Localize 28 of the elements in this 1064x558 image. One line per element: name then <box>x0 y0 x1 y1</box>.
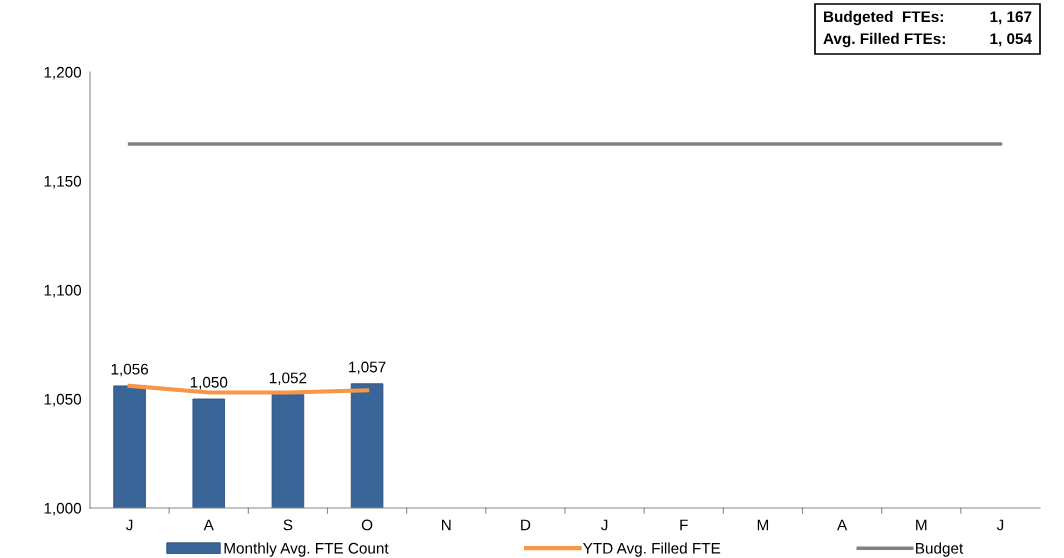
data-label: 1,056 <box>111 363 149 377</box>
y-tick-label: 1,150 <box>44 175 82 189</box>
text: 1, 167 <box>990 11 1032 25</box>
y-tick-label: 1,200 <box>44 66 82 80</box>
text: 1, 054 <box>990 33 1032 47</box>
text: Budgeted FTEs: <box>824 10 943 26</box>
x-tick-label: M <box>916 519 927 531</box>
x-tick-label: J <box>601 519 608 531</box>
x-tick-label: O <box>361 519 373 531</box>
y-tick-label: 1,000 <box>44 502 82 516</box>
data-label: 1,052 <box>269 372 307 386</box>
x-tick-label: F <box>680 519 688 531</box>
x-tick-label: M <box>757 519 769 531</box>
x-tick-label: D <box>521 519 531 531</box>
x-tick-label: S <box>283 519 293 531</box>
x-tick-label: J <box>126 519 133 531</box>
legend-label: Budget <box>916 542 964 557</box>
data-label: 1,050 <box>190 376 228 390</box>
x-tick-label: A <box>837 519 848 531</box>
x-tick-label: A <box>203 519 214 531</box>
x-tick-label: J <box>996 519 1004 531</box>
y-tick-label: 1,050 <box>44 393 82 407</box>
data-label: 1,057 <box>349 361 386 375</box>
legend-label: YTD Avg. Filled FTE <box>582 542 721 557</box>
legend-label: Monthly Avg. FTE Count <box>224 542 389 557</box>
y-tick-label: 1,100 <box>44 284 82 298</box>
text: Avg. Filled FTEs: <box>823 32 945 48</box>
x-tick-label: N <box>441 519 451 531</box>
